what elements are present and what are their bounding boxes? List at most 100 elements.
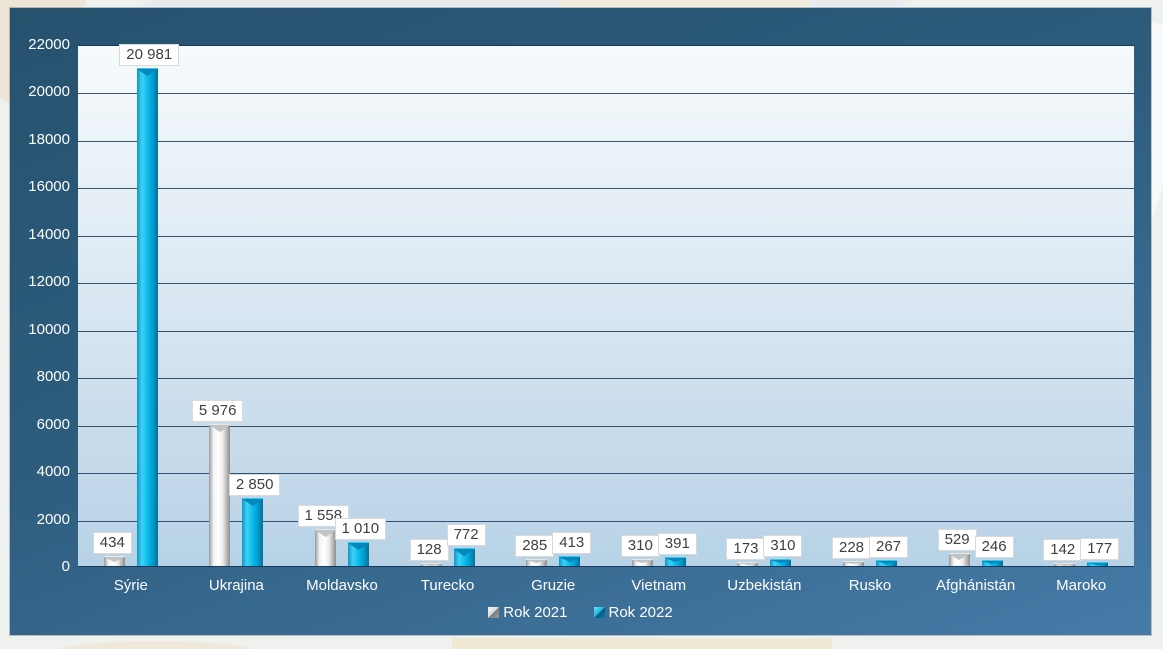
y-tick-label: 18000 — [28, 130, 70, 148]
bar-top-cap — [981, 561, 1003, 564]
value-label: 177 — [1080, 538, 1120, 560]
value-label: 285 — [515, 535, 555, 557]
bar-rok-2022-Moldavsko — [348, 542, 369, 566]
bar-top-cap — [209, 425, 231, 432]
bar-rok-2021-Vietnam — [631, 559, 653, 566]
value-label: 310 — [763, 535, 803, 557]
bar-top-cap — [843, 562, 864, 564]
gridline — [78, 473, 1134, 475]
x-category-label: Sýrie — [113, 577, 148, 594]
bar-rok-2022-Turecko — [453, 548, 475, 566]
y-tick-label: 12000 — [28, 273, 70, 291]
gridline — [78, 378, 1134, 380]
legend-label: Rok 2021 — [503, 604, 568, 621]
bar-top-cap — [420, 564, 442, 566]
bar-rok-2022-Uzbekistán — [770, 559, 792, 566]
gridline — [78, 188, 1134, 190]
y-tick-label: 10000 — [28, 320, 70, 338]
gridline — [78, 283, 1134, 285]
y-tick-label: 6000 — [36, 415, 70, 433]
bar-top-cap — [664, 558, 686, 562]
gridline — [78, 520, 1134, 522]
bar-top-cap — [1087, 563, 1109, 565]
y-tick-label: 2000 — [36, 510, 70, 528]
x-category-label: Turecko — [420, 577, 475, 594]
bar-top-cap — [737, 563, 759, 565]
x-category-label: Uzbekistán — [727, 577, 802, 594]
legend-item-rok-2021: Rok 2021 — [488, 604, 568, 621]
gridline — [78, 93, 1134, 95]
bar-top-cap — [453, 549, 475, 556]
bar-top-cap — [348, 543, 369, 550]
bar-rok-2021-Maroko — [1054, 563, 1076, 566]
value-label: 5 976 — [191, 400, 244, 422]
bar-top-cap — [876, 561, 897, 564]
legend-label: Rok 2022 — [608, 604, 673, 621]
bar-top-cap — [103, 557, 125, 562]
value-label: 20 981 — [119, 44, 180, 66]
gridline — [78, 425, 1134, 427]
bar-rok-2021-Rusko — [843, 561, 864, 566]
x-category-label: Gruzie — [531, 577, 576, 594]
bar-chart: 0 2000 4000 6000 8000 10000 12000 14000 16000 180… — [10, 8, 1151, 635]
bar-rok-2022-Rusko — [876, 560, 897, 566]
y-tick-label: 22000 — [28, 36, 70, 53]
bar-top-cap — [242, 499, 264, 506]
chart-legend: Rok 2021 Rok 2022 — [10, 604, 1151, 621]
value-label: 228 — [832, 537, 872, 559]
bar-top-cap — [136, 69, 158, 76]
value-label: 267 — [869, 536, 909, 558]
gridline — [78, 235, 1134, 237]
bar-top-cap — [631, 560, 653, 563]
silver-beveled-icon — [488, 607, 500, 618]
decorative-shape — [55, 641, 255, 649]
bar-top-cap — [948, 554, 970, 560]
bar-rok-2022-Vietnam — [664, 557, 686, 566]
bar-rok-2022-Afghánistán — [981, 560, 1003, 566]
bar-rok-2021-Uzbekistán — [737, 562, 759, 566]
x-category-label: Rusko — [848, 577, 892, 594]
gridline — [78, 140, 1134, 142]
decorative-shape — [560, 0, 810, 8]
x-category-label: Vietnam — [631, 577, 687, 594]
x-category-label: Moldavsko — [306, 577, 378, 594]
decorative-shape — [452, 638, 832, 649]
value-label: 128 — [409, 539, 449, 561]
bar-top-cap — [770, 560, 792, 563]
bar-rok-2022-Gruzie — [559, 556, 581, 566]
value-label: 246 — [974, 536, 1014, 558]
y-tick-label: 8000 — [36, 368, 70, 386]
bar-rok-2021-Ukrajina — [209, 424, 231, 566]
value-label: 310 — [620, 535, 660, 557]
x-category-label: Ukrajina — [208, 577, 264, 594]
y-tick-label: 16000 — [28, 178, 70, 196]
bar-rok-2021-Moldavsko — [315, 529, 336, 566]
value-label: 529 — [937, 529, 977, 551]
y-tick-label: 4000 — [36, 463, 70, 481]
y-tick-label: 20000 — [28, 83, 70, 101]
x-category-label: Afghánistán — [935, 577, 1016, 594]
bar-rok-2021-Turecko — [420, 563, 442, 566]
value-label: 1 010 — [334, 518, 387, 540]
y-tick-label: 14000 — [28, 225, 70, 243]
bar-top-cap — [526, 560, 548, 563]
legend-item-rok-2022: Rok 2022 — [593, 604, 673, 621]
value-label: 413 — [552, 532, 592, 554]
bar-top-cap — [559, 557, 581, 562]
gridline — [78, 330, 1134, 332]
bar-rok-2021-Sýrie — [103, 556, 125, 566]
cyan-beveled-icon — [593, 607, 605, 618]
value-label: 772 — [446, 524, 486, 546]
y-tick-label: 0 — [61, 558, 70, 575]
value-label: 434 — [92, 532, 132, 554]
x-category-label: Maroko — [1056, 577, 1107, 594]
bar-rok-2022-Sýrie — [136, 68, 158, 566]
bar-rok-2021-Afghánistán — [948, 553, 970, 566]
bar-rok-2022-Ukrajina — [242, 498, 264, 566]
value-label: 2 850 — [228, 474, 281, 496]
bar-top-cap — [1054, 564, 1076, 566]
bar-top-cap — [315, 530, 336, 537]
bar-rok-2022-Maroko — [1087, 562, 1109, 566]
plot-area: 434 20 981 5 976 2 850 1 558 1 010 128 772 285 41… — [78, 44, 1134, 567]
